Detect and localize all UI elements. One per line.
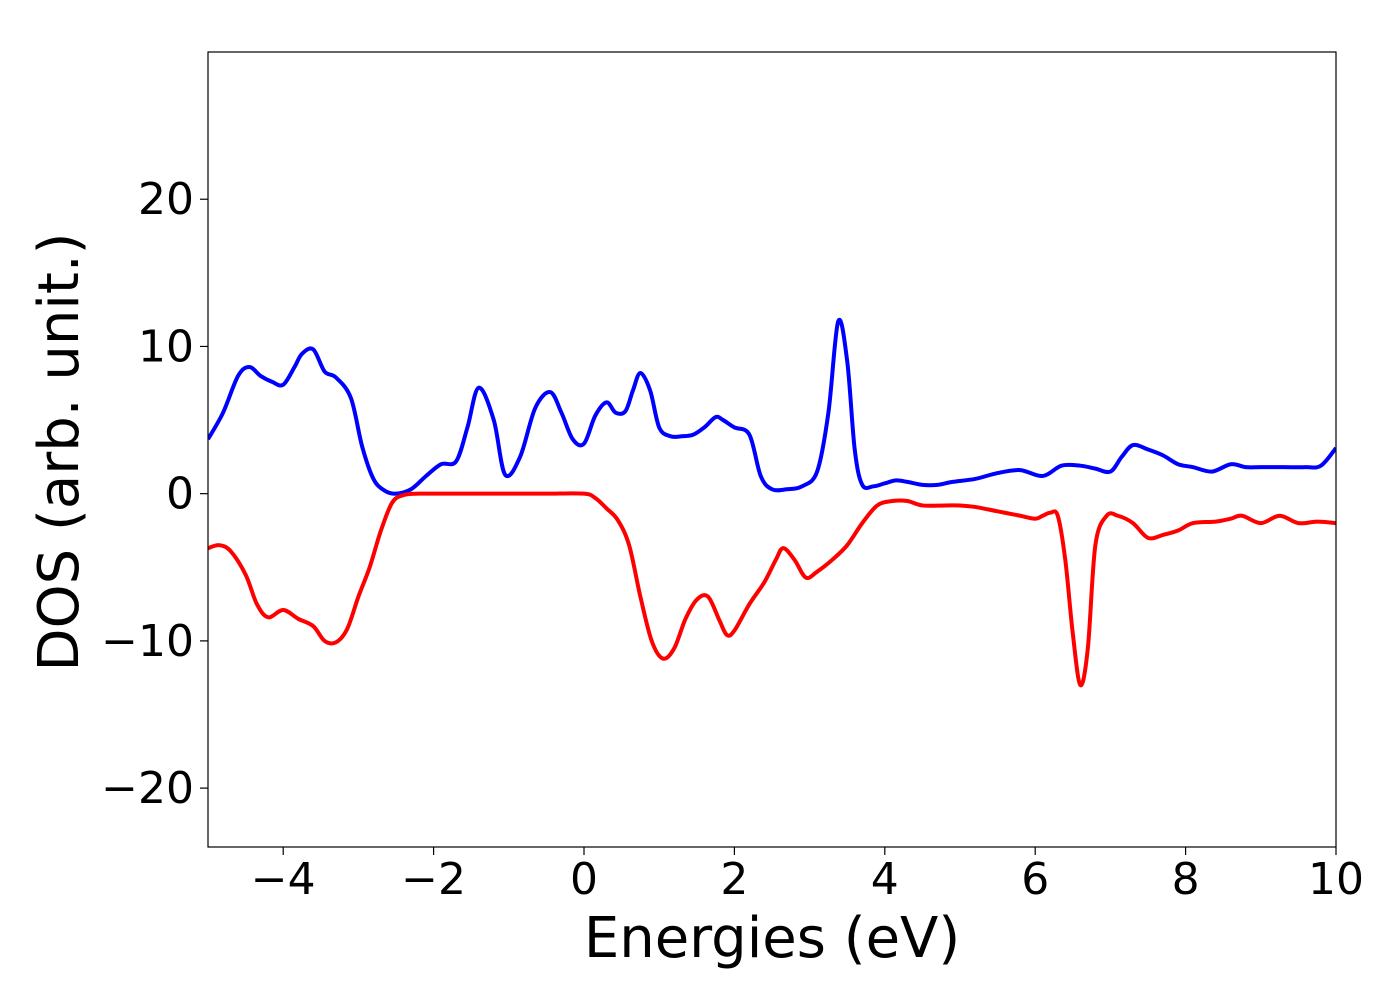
plot-frame	[207, 51, 1337, 848]
x-tick-label: −4	[251, 854, 316, 905]
x-tick-label: −2	[401, 854, 466, 905]
x-tick-label: 0	[570, 854, 598, 905]
series-layer	[208, 317, 1336, 688]
x-axis-ticks: −4 −2 0 2 4 6 8 10	[251, 847, 1364, 905]
series-line-down	[208, 491, 1336, 688]
x-axis-title: Energies (eV)	[584, 906, 960, 971]
y-tick-label: 20	[138, 174, 194, 225]
series-line-up	[208, 317, 1336, 496]
plot-background	[208, 52, 1336, 847]
x-tick-label: 8	[1172, 854, 1200, 905]
y-axis-ticks: −20 −10 0 10 20	[101, 174, 208, 814]
x-tick-label: 10	[1308, 854, 1364, 905]
x-tick-label: 6	[1021, 854, 1049, 905]
y-tick-label: 0	[166, 469, 194, 520]
x-tick-label: 4	[871, 854, 899, 905]
y-tick-label: −20	[101, 763, 194, 814]
x-tick-label: 2	[720, 854, 748, 905]
y-axis-title: DOS (arb. unit.)	[27, 232, 92, 671]
y-tick-label: −10	[101, 616, 194, 667]
y-tick-label: 10	[138, 321, 194, 372]
